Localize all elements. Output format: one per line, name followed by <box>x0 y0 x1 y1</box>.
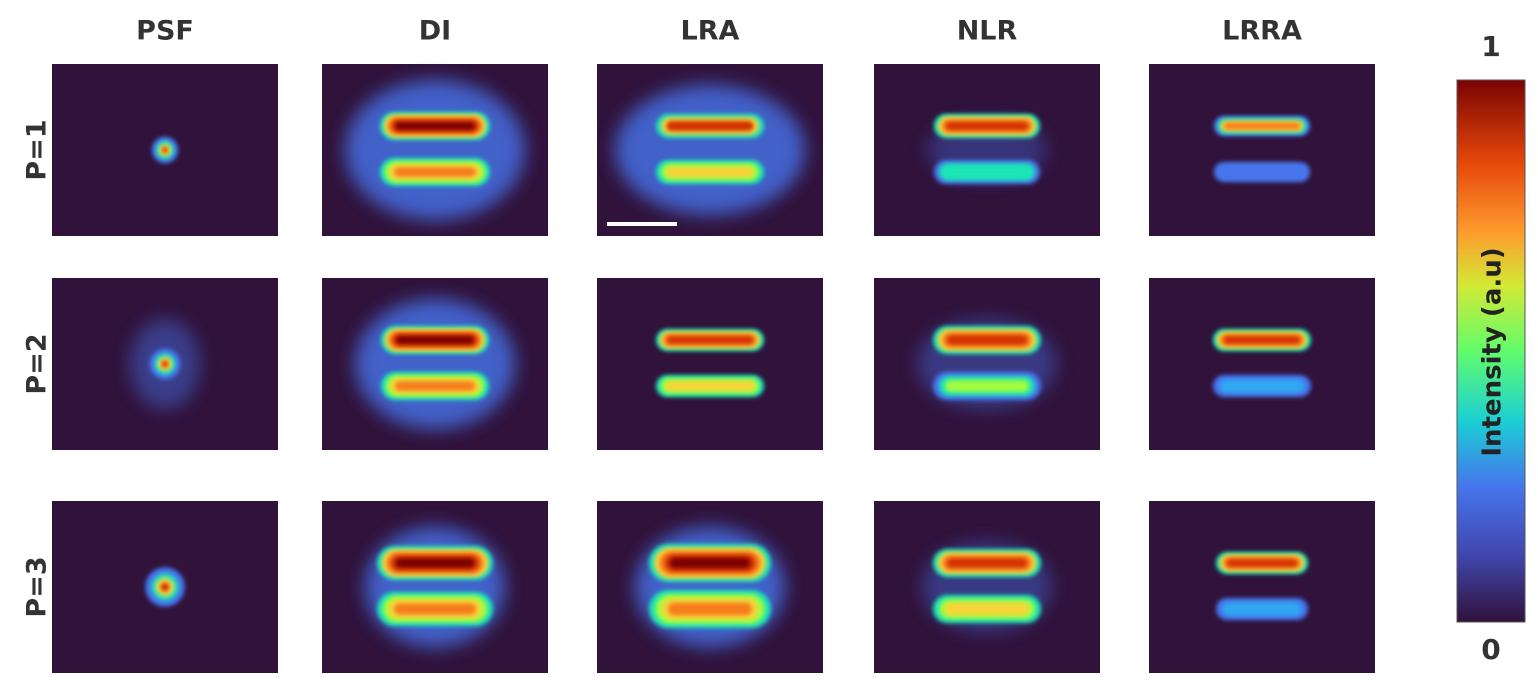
bar <box>394 603 476 615</box>
bar <box>666 166 754 178</box>
bar <box>1224 336 1300 344</box>
image-panel <box>52 64 278 236</box>
bar <box>1220 166 1304 178</box>
bar <box>396 336 474 344</box>
image-panel <box>52 501 278 673</box>
bar <box>947 335 1027 345</box>
bar <box>666 120 754 132</box>
bar <box>667 336 753 344</box>
bar <box>669 557 751 569</box>
row-label: P=1 <box>22 119 53 180</box>
panel-background <box>1149 501 1375 673</box>
bar <box>395 558 475 568</box>
image-grid <box>52 64 1375 673</box>
image-panel <box>597 501 823 673</box>
bar <box>946 122 1028 130</box>
bar <box>395 381 475 391</box>
panel-background <box>1149 278 1375 450</box>
image-panel <box>597 278 823 450</box>
column-header: LRA <box>681 16 740 47</box>
bar <box>395 122 475 130</box>
psf-spot <box>161 360 169 368</box>
halo <box>615 85 805 215</box>
bar <box>1222 602 1302 616</box>
halo <box>365 527 505 647</box>
column-header: PSF <box>136 16 194 47</box>
image-panel <box>1149 278 1375 450</box>
bar <box>665 381 755 391</box>
bar <box>1224 122 1300 130</box>
colorbar-max: 1 <box>1481 30 1500 63</box>
bar <box>1227 559 1297 567</box>
panel-background <box>597 278 823 450</box>
image-panel <box>874 64 1100 236</box>
image-panel <box>1149 501 1375 673</box>
row-label: P=3 <box>22 556 53 617</box>
image-panel <box>322 64 548 236</box>
column-header: DI <box>419 16 451 47</box>
bar <box>945 380 1029 392</box>
colorbar <box>1456 79 1526 623</box>
bar <box>945 603 1029 615</box>
colorbar-label: Intensity (a.u) <box>1478 247 1508 456</box>
bar <box>944 166 1030 178</box>
image-panel <box>597 64 823 236</box>
bar <box>394 167 476 177</box>
row-label: P=2 <box>22 333 53 394</box>
halo <box>345 80 525 220</box>
column-header: NLR <box>957 16 1018 47</box>
halo <box>355 299 515 429</box>
bar <box>947 558 1027 568</box>
bar <box>668 602 752 616</box>
panel-background <box>1149 64 1375 236</box>
colorbar-min: 0 <box>1481 633 1500 666</box>
image-panel <box>52 278 278 450</box>
image-panel <box>874 278 1100 450</box>
image-panel <box>322 278 548 450</box>
image-panel <box>322 501 548 673</box>
psf-spot <box>160 582 170 592</box>
column-header: LRRA <box>1222 16 1302 47</box>
image-panel <box>1149 64 1375 236</box>
bar <box>1219 379 1305 393</box>
image-panel <box>874 501 1100 673</box>
psf-spot <box>162 147 168 153</box>
